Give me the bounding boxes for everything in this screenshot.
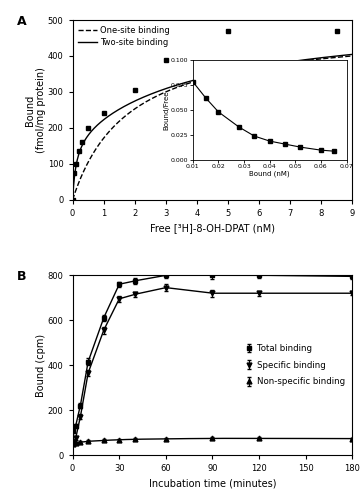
One-site binding [257,64,261,70]
Text: A: A [17,14,26,28]
X-axis label: Free [³H]-8-OH-DPAT (nM): Free [³H]-8-OH-DPAT (nM) [150,224,275,234]
Two-site binding [197,76,201,82]
Legend: One-site binding, Two-site binding: One-site binding, Two-site binding [77,24,171,49]
Two-site binding [120,104,124,110]
One-site binding [120,116,124,121]
X-axis label: Incubation time (minutes): Incubation time (minutes) [148,478,276,488]
One-site binding [281,60,285,66]
Legend: Total binding, Specific binding, Non-specific binding: Total binding, Specific binding, Non-spe… [243,342,348,389]
Two-site binding [235,68,240,73]
One-site binding [197,77,201,83]
One-site binding [142,100,147,105]
Two-site binding [142,94,147,100]
Line: One-site binding: One-site binding [73,56,352,200]
Y-axis label: Bound (cpm): Bound (cpm) [36,334,46,396]
One-site binding [235,68,240,74]
Line: Two-site binding: Two-site binding [73,54,352,200]
Two-site binding [70,197,75,203]
Two-site binding [281,60,285,66]
Y-axis label: Bound
(fmol/mg protein): Bound (fmol/mg protein) [25,67,46,153]
Two-site binding [350,52,354,58]
Two-site binding [257,64,261,70]
One-site binding [350,53,354,59]
Text: B: B [17,270,26,283]
One-site binding [70,197,75,203]
